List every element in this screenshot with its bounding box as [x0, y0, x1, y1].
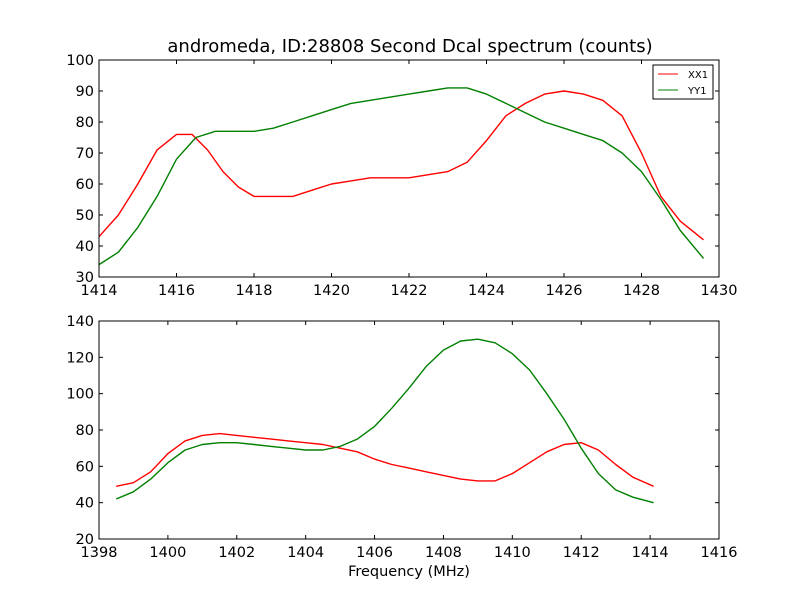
bot-x-tick-label: 1408: [425, 545, 462, 561]
top-y-tick-label: 60: [76, 177, 94, 193]
bot-x-tick-label: 1414: [632, 545, 669, 561]
top-y-tick-label: 30: [76, 270, 94, 286]
bot-x-tick-label: 1416: [701, 545, 738, 561]
bottom-series-lines: [115, 338, 654, 504]
bot-x-tick-label: 1398: [81, 545, 118, 561]
top-x-tick-label: 1418: [236, 283, 273, 299]
bottom-panel: 1398 1400 1402 1404 1406 1408 1410 1412 1414 1416…: [66, 314, 737, 561]
top-series-line-xx1: [98, 90, 704, 241]
top-y-tick-label: 70: [76, 146, 94, 162]
bot-y-tick-label: 100: [66, 387, 94, 403]
legend-box: [652, 64, 714, 100]
legend-label-yy1: YY1: [687, 86, 707, 97]
bot-x-tick-label: 1404: [287, 545, 324, 561]
top-x-tick-label: 1420: [313, 283, 350, 299]
bottom-tick-marks: [98, 320, 720, 540]
top-x-tick-label: 1428: [623, 283, 660, 299]
bottom-axes-frame: [98, 320, 720, 540]
bot-series-line-yy1: [115, 338, 654, 504]
top-legend: XX1 YY1: [652, 64, 714, 100]
bot-x-tick-label: 1410: [494, 545, 531, 561]
bot-y-tick-label: 120: [66, 350, 94, 366]
bot-y-tick-label: 60: [76, 459, 94, 475]
top-y-tick-label: 40: [76, 239, 94, 255]
bot-x-tick-label: 1412: [563, 545, 600, 561]
bot-y-tick-label: 20: [76, 532, 94, 548]
top-y-tick-label: 90: [76, 84, 94, 100]
top-y-tick-label: 80: [76, 115, 94, 131]
top-x-tick-label: 1430: [701, 283, 738, 299]
bot-x-tick-label: 1402: [218, 545, 255, 561]
top-axes-frame: [98, 59, 720, 278]
top-x-tick-labels: 1414 1416 1418 1420 1422 1424 1426 1428 1430: [81, 283, 738, 299]
bot-y-tick-label: 140: [66, 314, 94, 330]
top-panel: 1414 1416 1418 1420 1422 1424 1426 1428 1430 30 4…: [66, 53, 737, 299]
top-x-tick-label: 1416: [158, 283, 195, 299]
bottom-y-tick-labels: 20 40 60 80 100 120 140: [66, 314, 94, 548]
top-y-tick-labels: 30 40 50 60 70 80 90 100: [66, 53, 94, 286]
x-axis-label: Frequency (MHz): [348, 564, 470, 580]
bot-y-tick-label: 40: [76, 496, 94, 512]
bottom-x-tick-labels: 1398 1400 1402 1404 1406 1408 1410 1412 1414 1416: [81, 545, 738, 561]
bot-x-tick-label: 1406: [356, 545, 393, 561]
top-x-tick-label: 1414: [81, 283, 118, 299]
bot-series-line-xx1: [116, 432, 654, 487]
bot-y-tick-label: 80: [76, 423, 94, 439]
top-x-tick-label: 1424: [468, 283, 505, 299]
bot-x-tick-label: 1400: [149, 545, 186, 561]
chart-title: andromeda, ID:28808 Second Dcal spectrum…: [167, 36, 652, 57]
top-x-tick-label: 1422: [391, 283, 428, 299]
top-y-tick-label: 100: [66, 53, 94, 69]
top-x-tick-label: 1426: [546, 283, 583, 299]
top-y-tick-label: 50: [76, 208, 94, 224]
top-series-lines: [98, 87, 705, 266]
legend-label-xx1: XX1: [688, 70, 708, 81]
top-series-line-yy1: [98, 87, 705, 266]
